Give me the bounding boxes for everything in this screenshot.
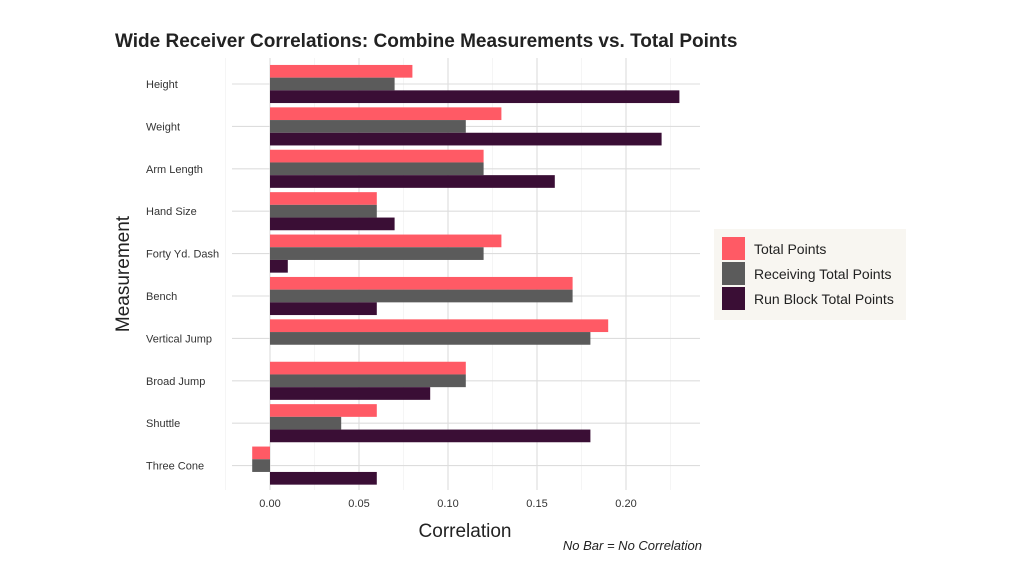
bar-hand-size-1: [270, 204, 377, 218]
bar-height-1: [270, 77, 395, 91]
bar-height-0: [270, 64, 413, 78]
y-tick-label: Hand Size: [146, 206, 197, 218]
bar-three-cone-0: [252, 446, 270, 460]
legend-swatch: [722, 287, 745, 310]
legend-label: Total Points: [754, 241, 826, 257]
bar-hand-size-2: [270, 217, 395, 231]
y-tick-label: Weight: [146, 121, 180, 133]
bar-weight-1: [270, 120, 466, 133]
y-tick-label: Vertical Jump: [146, 333, 212, 345]
bar-shuttle-0: [270, 404, 377, 417]
bar-broad-jump-2: [270, 387, 431, 400]
legend: Total Points Receiving Total Points Run Bl…: [714, 229, 906, 320]
legend-label: Run Block Total Points: [754, 291, 894, 307]
legend-swatch: [722, 262, 745, 285]
legend-label: Receiving Total Points: [754, 266, 891, 282]
x-tick-label: 0.20: [615, 498, 636, 510]
bar-bench-2: [270, 302, 377, 316]
y-tick-label: Arm Length: [146, 164, 203, 176]
bar-forty-yd-dash-0: [270, 234, 502, 248]
legend-background: [714, 229, 906, 320]
y-tick-label: Height: [146, 79, 178, 91]
bar-vertical-jump-1: [270, 332, 591, 345]
chart-title: Wide Receiver Correlations: Combine Meas…: [115, 31, 737, 52]
x-axis-label: Correlation: [419, 521, 512, 542]
bar-forty-yd-dash-1: [270, 247, 484, 260]
bar-vertical-jump-0: [270, 319, 609, 333]
y-tick-label: Bench: [146, 291, 177, 303]
y-tick-label: Three Cone: [146, 461, 204, 473]
bar-shuttle-2: [270, 429, 591, 443]
bar-weight-2: [270, 132, 662, 146]
bar-arm-length-2: [270, 175, 555, 188]
bar-weight-0: [270, 107, 502, 121]
bar-hand-size-0: [270, 192, 377, 205]
bar-three-cone-1: [252, 459, 270, 472]
bar-broad-jump-1: [270, 374, 466, 388]
bar-height-2: [270, 90, 680, 104]
caption: No Bar = No Correlation: [563, 538, 702, 553]
legend-swatch: [722, 237, 745, 260]
y-tick-label: Shuttle: [146, 418, 180, 430]
y-tick-label: Broad Jump: [146, 376, 205, 388]
bar-shuttle-1: [270, 416, 342, 430]
bar-forty-yd-dash-2: [270, 259, 288, 273]
x-tick-label: 0.15: [526, 498, 547, 510]
bar-bench-0: [270, 276, 573, 290]
bar-bench-1: [270, 289, 573, 303]
x-tick-label: 0.00: [259, 498, 280, 510]
bar-arm-length-0: [270, 149, 484, 163]
x-tick-label: 0.10: [437, 498, 458, 510]
bar-arm-length-1: [270, 162, 484, 176]
bar-three-cone-2: [270, 471, 377, 485]
x-tick-label: 0.05: [348, 498, 369, 510]
y-axis-label: Measurement: [113, 215, 134, 332]
y-tick-label: Forty Yd. Dash: [146, 249, 219, 261]
bar-broad-jump-0: [270, 361, 466, 375]
